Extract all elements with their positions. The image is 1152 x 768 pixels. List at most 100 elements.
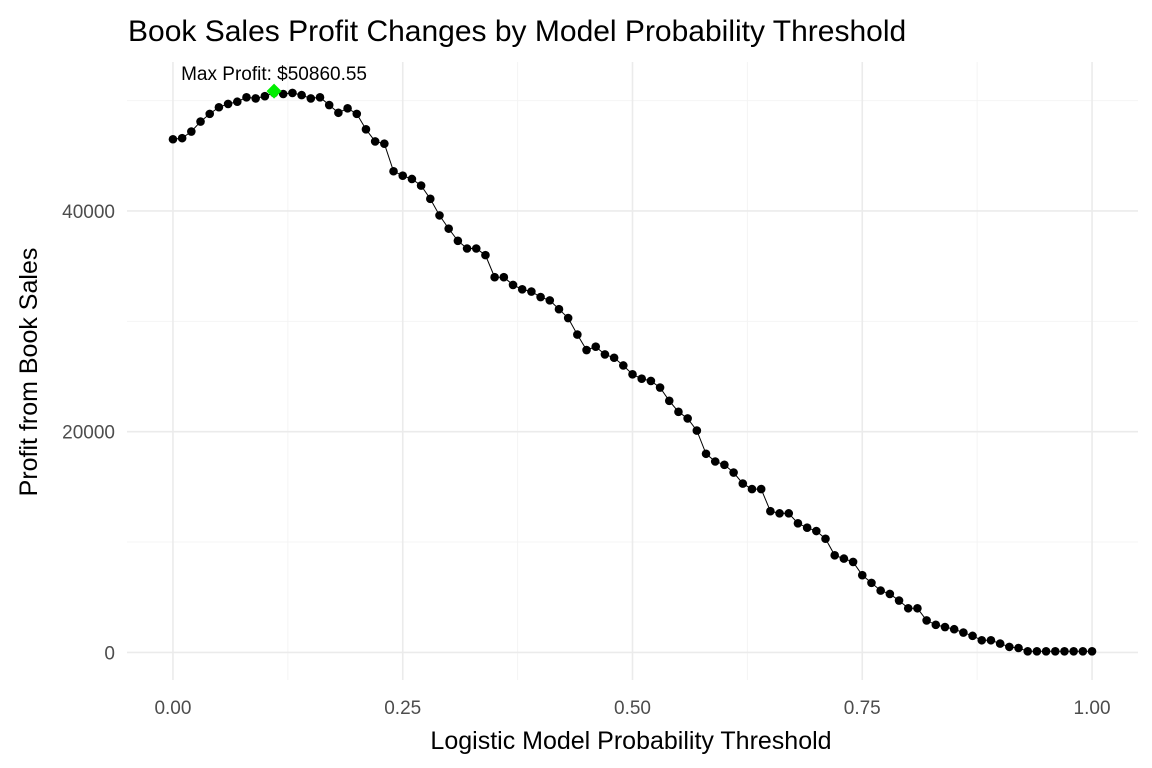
- data-point: [462, 244, 472, 253]
- data-point: [913, 603, 922, 613]
- data-point: [554, 304, 564, 314]
- data-point: [830, 550, 839, 560]
- data-point: [839, 554, 849, 563]
- data-point: [655, 383, 665, 392]
- data-point: [646, 376, 656, 386]
- data-point: [876, 586, 885, 595]
- y-tick-label: 20000: [62, 423, 115, 444]
- y-tick-label: 0: [104, 643, 115, 664]
- data-point: [729, 468, 738, 477]
- data-point: [223, 99, 233, 109]
- x-axis-title: Logistic Model Probability Threshold: [430, 727, 831, 755]
- data-point: [775, 509, 784, 518]
- data-point: [931, 620, 941, 630]
- data-point: [609, 353, 619, 363]
- data-point: [959, 628, 968, 637]
- data-point: [821, 534, 830, 544]
- data-point: [894, 596, 904, 605]
- data-point: [288, 88, 297, 98]
- data-point: [802, 523, 812, 533]
- data-point: [710, 457, 720, 466]
- data-point: [756, 484, 766, 494]
- data-point: [297, 90, 306, 100]
- data-point: [453, 236, 463, 246]
- data-point: [187, 127, 196, 136]
- data-point: [490, 272, 499, 282]
- data-point: [324, 100, 334, 110]
- data-point: [205, 109, 215, 119]
- data-point: [306, 94, 316, 103]
- data-point: [380, 139, 389, 148]
- data-point: [619, 361, 628, 370]
- data-point: [683, 414, 692, 423]
- data-point: [563, 313, 573, 323]
- data-point: [242, 93, 251, 102]
- data-point: [517, 285, 527, 294]
- data-point: [471, 244, 481, 253]
- grid-lines: [127, 62, 1138, 680]
- data-point: [582, 345, 591, 355]
- data-point: [536, 292, 545, 302]
- x-tick-label: 1.00: [1074, 698, 1111, 719]
- x-tick-label: 0.75: [844, 698, 881, 719]
- data-point: [747, 484, 757, 494]
- data-point: [848, 557, 858, 567]
- x-tick-label: 0.50: [614, 698, 651, 719]
- data-point: [343, 104, 352, 113]
- data-point: [949, 624, 959, 634]
- data-point: [793, 518, 803, 528]
- x-tick-label: 0.25: [384, 698, 421, 719]
- data-point: [692, 426, 702, 435]
- data-point: [370, 137, 380, 146]
- data-point: [1060, 647, 1069, 656]
- data-point: [1041, 647, 1051, 656]
- data-point: [278, 89, 288, 99]
- data-point: [922, 616, 931, 625]
- y-axis-ticks: 0 20000 40000: [62, 202, 115, 664]
- max-profit-label: Max Profit: $50860.55: [181, 64, 367, 85]
- data-point: [1005, 642, 1014, 652]
- data-point: [499, 272, 509, 282]
- data-point: [1078, 647, 1088, 656]
- data-point: [674, 407, 683, 417]
- data-point: [527, 287, 536, 296]
- data-point: [903, 603, 913, 613]
- data-point: [232, 97, 242, 107]
- data-point: [315, 93, 325, 102]
- data-point: [545, 296, 555, 305]
- data-point: [738, 479, 748, 488]
- data-point: [637, 374, 646, 384]
- data-point: [508, 280, 518, 290]
- data-point: [389, 166, 398, 176]
- data-point: [600, 350, 610, 359]
- max-profit-marker: [266, 83, 282, 99]
- data-point: [214, 102, 224, 112]
- data-point: [416, 181, 426, 190]
- data-point: [435, 211, 444, 220]
- max-profit-layer: Max Profit: $50860.55: [181, 64, 367, 99]
- data-point: [784, 509, 794, 518]
- data-point: [720, 460, 729, 470]
- data-point: [664, 396, 674, 406]
- data-point: [260, 91, 270, 101]
- data-point: [701, 449, 711, 459]
- data-point: [444, 224, 453, 233]
- data-point: [1069, 647, 1078, 656]
- data-point: [812, 526, 821, 536]
- data-point: [251, 94, 260, 103]
- data-point: [1087, 647, 1097, 656]
- x-tick-label: 0.00: [154, 698, 191, 719]
- data-point: [407, 174, 417, 184]
- data-point: [481, 250, 490, 260]
- data-point: [352, 109, 362, 119]
- data-point: [995, 639, 1005, 648]
- data-point: [361, 125, 371, 134]
- x-axis-ticks: 0.00 0.25 0.50 0.75 1.00: [154, 698, 1110, 719]
- chart-title: Book Sales Profit Changes by Model Proba…: [128, 15, 906, 48]
- y-tick-label: 40000: [62, 202, 115, 223]
- data-point: [628, 370, 637, 379]
- data-point: [766, 506, 775, 516]
- data-point: [398, 171, 408, 180]
- data-point: [168, 134, 178, 144]
